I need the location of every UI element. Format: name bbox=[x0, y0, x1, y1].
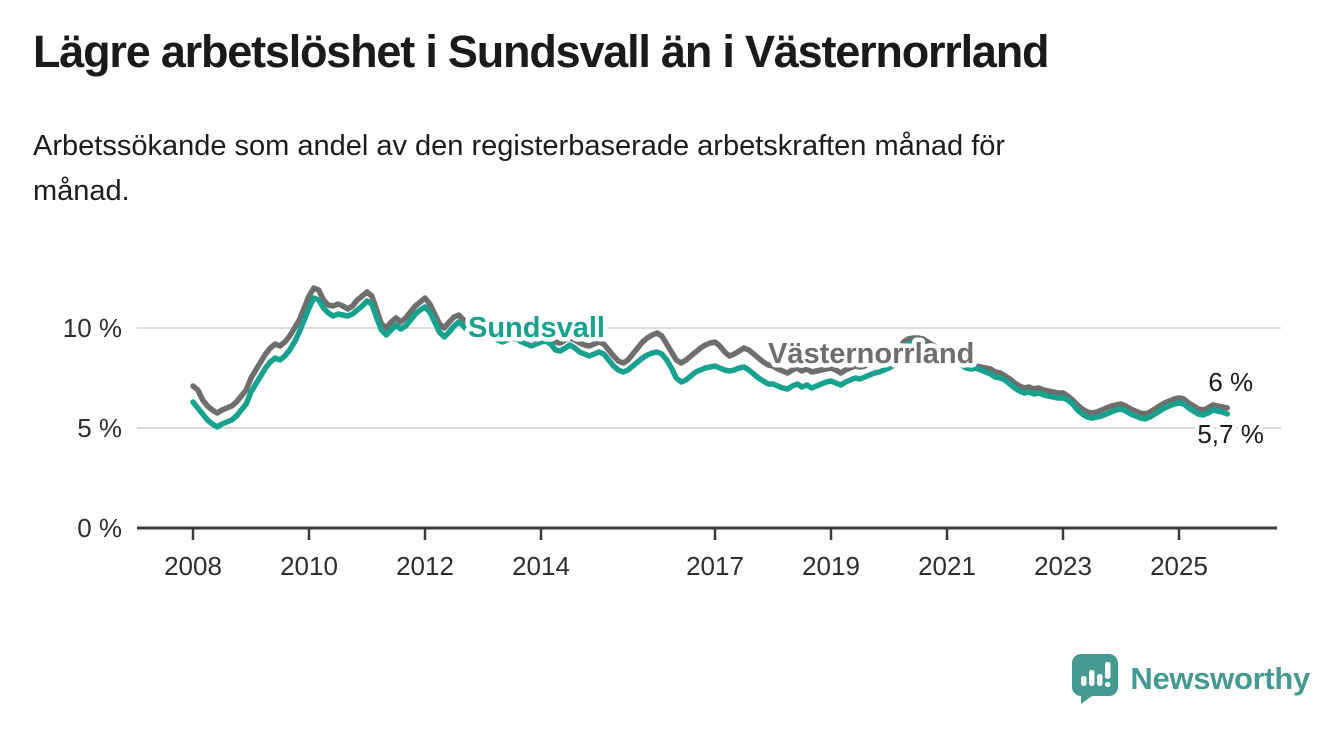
end-value-label-västernorrland: 6 % bbox=[1208, 367, 1253, 397]
newsworthy-branding: Newsworthy bbox=[1072, 654, 1310, 704]
bar-3 bbox=[1097, 674, 1103, 686]
newsworthy-logo-text: Newsworthy bbox=[1130, 661, 1310, 696]
x-tick-label-2025: 2025 bbox=[1150, 551, 1208, 581]
y-tick-label-10: 10 % bbox=[63, 313, 122, 343]
x-tick-label-2023: 2023 bbox=[1034, 551, 1092, 581]
speech-bubble-shape bbox=[1072, 654, 1119, 704]
series-line-västernorrland bbox=[190, 285, 1231, 417]
bar-1 bbox=[1081, 676, 1087, 686]
series-label-sundsvall: Sundsvall bbox=[468, 312, 605, 344]
x-tick-label-2021: 2021 bbox=[918, 551, 976, 581]
x-tick-label-2017: 2017 bbox=[686, 551, 744, 581]
y-tick-label-5: 5 % bbox=[77, 413, 122, 443]
y-tick-label-0: 0 % bbox=[77, 513, 122, 543]
x-tick-label-2008: 2008 bbox=[164, 551, 222, 581]
chart-title: Lägre arbetslöshet i Sundsvall än i Väst… bbox=[33, 26, 1050, 77]
speech-bubble-bar-chart-icon bbox=[1072, 654, 1119, 704]
x-tick-label-2019: 2019 bbox=[802, 551, 860, 581]
x-tick-label-2014: 2014 bbox=[512, 551, 570, 581]
x-tick-label-2010: 2010 bbox=[280, 551, 338, 581]
end-value-label-sundsvall: 5,7 % bbox=[1197, 419, 1264, 449]
bar-2 bbox=[1089, 670, 1095, 686]
series-line-sundsvall bbox=[190, 295, 1231, 430]
x-tick-label-2012: 2012 bbox=[396, 551, 454, 581]
exclamation-bar bbox=[1105, 662, 1111, 679]
series-label-västernorrland: Västernorrland bbox=[768, 338, 974, 370]
exclamation-dot bbox=[1105, 682, 1111, 687]
chart-subtitle: Arbetssökande som andel av den registerb… bbox=[33, 130, 1006, 207]
